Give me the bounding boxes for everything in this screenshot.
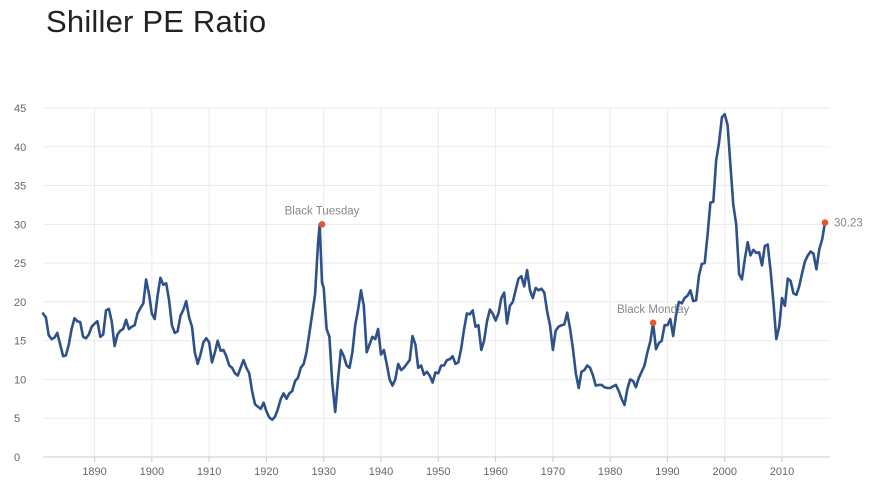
y-tick-label: 40 (14, 142, 26, 154)
annotations: Black Tuesday Black Monday 30.23 (285, 205, 863, 327)
y-tick-label: 20 (14, 297, 26, 309)
x-tick-label: 1940 (369, 466, 393, 478)
y-tick-label: 30 (14, 219, 26, 231)
y-tick-label: 35 (14, 181, 26, 193)
annotation-marker (821, 219, 829, 226)
x-tick-label: 1930 (311, 466, 335, 478)
series-line (41, 112, 827, 422)
x-tick-label: 1920 (254, 466, 278, 478)
annotation-label: Black Monday (617, 304, 689, 316)
y-tick-label: 0 (14, 452, 20, 464)
annotation-label: Black Tuesday (285, 205, 360, 217)
y-tick-label: 5 (14, 413, 20, 425)
x-tick-label: 1960 (483, 466, 507, 478)
x-tick-label: 1910 (197, 466, 221, 478)
y-tick-label: 10 (14, 374, 26, 386)
x-tick-label: 1970 (541, 466, 565, 478)
x-tick-label: 1990 (655, 466, 679, 478)
annotation-marker (649, 319, 657, 327)
annotation-label: 30.23 (834, 218, 863, 230)
annotation-marker (318, 221, 326, 228)
y-tick-label: 45 (14, 103, 26, 115)
x-tick-label: 1890 (82, 466, 106, 478)
x-tick-label: 1950 (426, 466, 450, 478)
series-layer (41, 112, 827, 422)
y-tick-label: 15 (14, 336, 26, 348)
x-tick-label: 1900 (140, 466, 164, 478)
axes: 0 5 10 15 20 25 30 35 40 45 1890 1900 1910 1920 1930 19… (14, 103, 830, 478)
x-tick-label: 1980 (598, 466, 622, 478)
y-tick-label: 25 (14, 258, 26, 270)
chart-title: Shiller PE Ratio (46, 4, 267, 39)
grid-lines (43, 107, 830, 457)
x-tick-label: 2000 (713, 466, 737, 478)
x-tick-label: 2010 (770, 466, 794, 478)
